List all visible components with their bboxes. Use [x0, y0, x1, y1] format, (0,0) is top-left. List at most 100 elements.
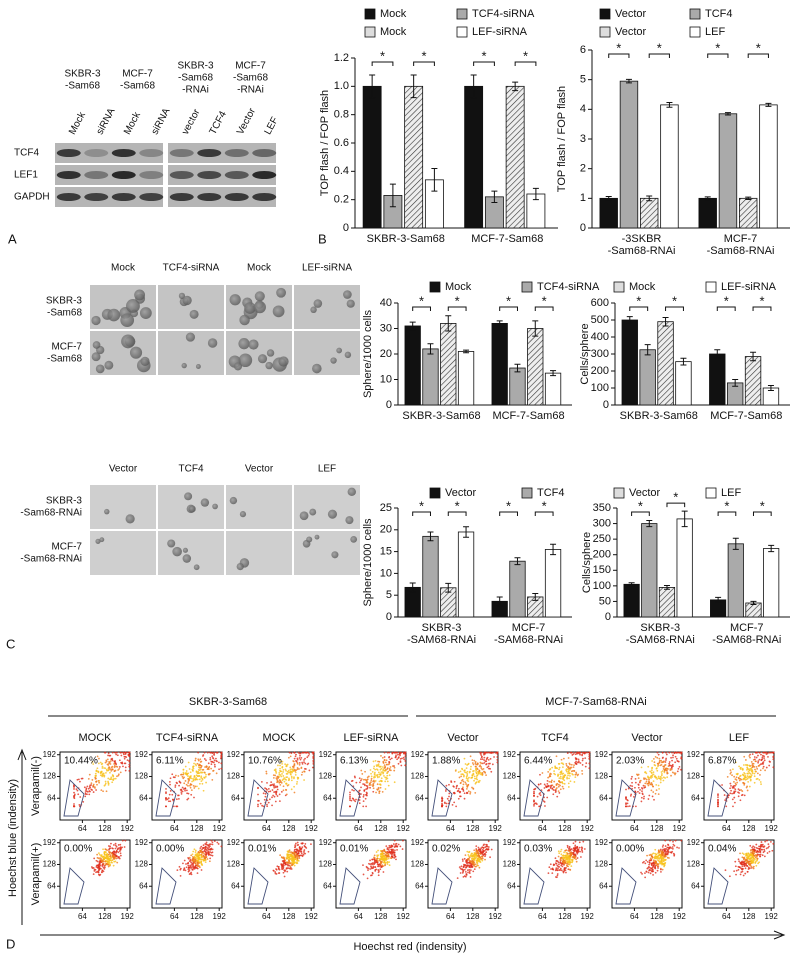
- event-dot: [359, 777, 361, 779]
- event-dot: [289, 849, 291, 851]
- event-dot: [759, 854, 761, 856]
- event-dot: [570, 865, 572, 867]
- event-dot: [751, 766, 753, 768]
- event-dot: [373, 767, 375, 769]
- legend-swatch: [430, 488, 440, 498]
- x-tick-label: 128: [98, 824, 112, 833]
- event-dot: [372, 784, 374, 786]
- event-dot: [660, 871, 662, 873]
- image-row-label: -Sam68: [47, 308, 82, 319]
- y-tick-label: 192: [43, 838, 57, 847]
- event-dot: [659, 764, 661, 766]
- blot-band: [139, 193, 163, 201]
- event-dot: [389, 864, 391, 866]
- event-dot: [202, 754, 204, 756]
- event-dot: [279, 854, 281, 856]
- event-dot: [460, 773, 462, 775]
- y-tick-label: 64: [691, 793, 700, 802]
- event-dot: [747, 781, 749, 783]
- event-dot: [463, 781, 465, 783]
- event-dot: [558, 864, 560, 866]
- event-dot: [204, 758, 206, 760]
- blot-band: [139, 149, 163, 157]
- event-dot: [368, 863, 370, 865]
- event-dot: [103, 858, 105, 860]
- event-dot: [351, 789, 353, 791]
- event-dot: [552, 784, 554, 786]
- event-dot: [193, 768, 195, 770]
- event-dot: [386, 861, 388, 863]
- event-dot: [663, 860, 665, 862]
- event-dot: [460, 872, 462, 874]
- event-dot: [476, 775, 478, 777]
- event-dot: [174, 776, 176, 778]
- event-dot: [177, 775, 179, 777]
- legend-label: Mock: [445, 281, 472, 293]
- event-dot: [558, 856, 560, 858]
- significance-label: *: [636, 293, 641, 308]
- event-dot: [577, 857, 579, 859]
- bar: [745, 357, 761, 405]
- event-dot: [104, 784, 106, 786]
- event-dot: [200, 861, 202, 863]
- event-dot: [379, 790, 381, 792]
- event-dot: [650, 872, 652, 874]
- event-dot: [98, 864, 100, 866]
- event-dot: [109, 855, 111, 857]
- sphere: [239, 315, 249, 325]
- event-dot: [746, 786, 748, 788]
- event-dot: [186, 789, 188, 791]
- event-dot: [657, 870, 659, 872]
- event-dot: [483, 854, 485, 856]
- event-dot: [730, 769, 732, 771]
- event-dot: [758, 845, 760, 847]
- flow-column-label: MOCK: [263, 732, 297, 744]
- event-dot: [122, 765, 124, 767]
- event-dot: [115, 843, 117, 845]
- event-dot: [370, 781, 372, 783]
- event-dot: [180, 868, 182, 870]
- event-dot: [113, 844, 115, 846]
- event-dot: [648, 779, 650, 781]
- x-tick-label: -Sam68-RNAi: [608, 245, 676, 257]
- event-dot: [648, 870, 650, 872]
- event-dot: [648, 785, 650, 787]
- event-dot: [293, 765, 295, 767]
- event-dot: [757, 778, 759, 780]
- sphere: [328, 510, 337, 519]
- flow-column-label: LEF: [729, 732, 749, 744]
- event-dot: [562, 766, 564, 768]
- event-dot: [373, 761, 375, 763]
- event-dot: [189, 777, 191, 779]
- event-dot: [479, 780, 481, 782]
- event-dot: [588, 767, 590, 769]
- event-dot: [641, 766, 643, 768]
- event-dot: [665, 853, 667, 855]
- event-dot: [668, 847, 670, 849]
- event-dot: [385, 769, 387, 771]
- y-tick-label: 10: [380, 373, 392, 385]
- event-dot: [759, 851, 761, 853]
- event-dot: [197, 865, 199, 867]
- event-dot: [549, 769, 551, 771]
- event-dot: [393, 854, 395, 856]
- event-dot: [733, 870, 735, 872]
- event-dot: [296, 849, 298, 851]
- event-dot: [630, 778, 632, 780]
- event-dot: [482, 758, 484, 760]
- event-dot: [462, 860, 464, 862]
- legend-swatch: [706, 488, 716, 498]
- sphere: [190, 310, 199, 319]
- bar: [746, 603, 761, 617]
- significance-label: *: [756, 40, 761, 55]
- event-dot: [727, 776, 729, 778]
- event-dot: [475, 866, 477, 868]
- bar: [728, 544, 743, 617]
- event-dot: [119, 766, 121, 768]
- group-label: MCF-7-Sam68-RNAi: [545, 696, 646, 708]
- event-dot: [759, 855, 761, 857]
- event-dot: [468, 763, 470, 765]
- event-dot: [363, 800, 365, 802]
- sphere: [189, 505, 196, 512]
- event-dot: [473, 770, 475, 772]
